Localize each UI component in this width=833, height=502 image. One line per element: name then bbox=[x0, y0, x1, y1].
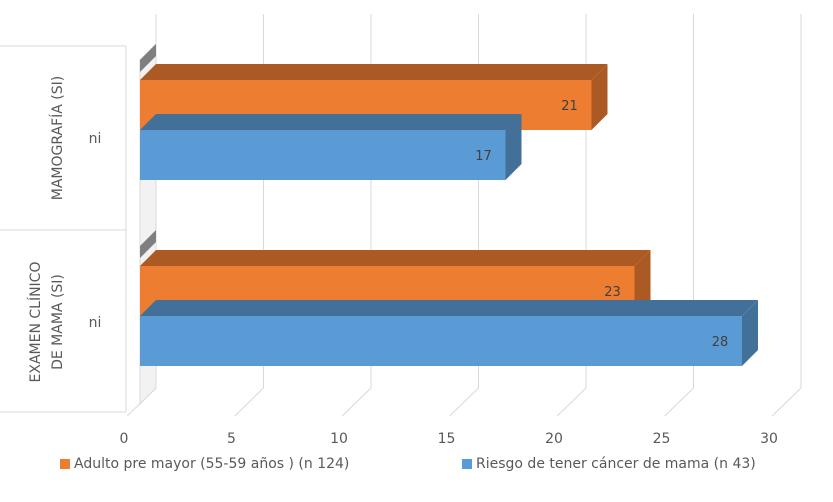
left-wall-shade-mid bbox=[140, 230, 156, 258]
bar-top-0-1 bbox=[140, 250, 651, 266]
x-tick-label-15: 15 bbox=[438, 431, 456, 447]
x-tick-label-10: 10 bbox=[330, 431, 348, 447]
left-wall-shade-top bbox=[140, 44, 156, 72]
legend-item-riesgo: Riesgo de tener cáncer de mama (n 43) bbox=[462, 456, 756, 472]
legend-label-riesgo: Riesgo de tener cáncer de mama (n 43) bbox=[476, 456, 756, 472]
category-sublabel-0: ni bbox=[89, 131, 102, 147]
legend-swatch-riesgo bbox=[462, 459, 472, 469]
legend-swatch-adulto bbox=[60, 459, 70, 469]
bar-top-1-0 bbox=[140, 114, 522, 130]
x-tick-label-0: 0 bbox=[120, 431, 129, 447]
category-sublabel-1: ni bbox=[89, 315, 102, 331]
data-label-0-0: 21 bbox=[561, 99, 578, 114]
x-tick-label-25: 25 bbox=[653, 431, 671, 447]
data-label-0-1: 23 bbox=[604, 285, 621, 300]
gridline-floor bbox=[449, 387, 479, 417]
gridline-floor bbox=[664, 387, 694, 417]
legend: Adulto pre mayor (55-59 años ) (n 124) R… bbox=[0, 456, 833, 486]
category-label-0: MAMOGRAFÍA (SI) bbox=[49, 76, 66, 201]
gridline-floor bbox=[234, 387, 264, 417]
gridline-floor bbox=[556, 387, 587, 417]
bar-side-1-1 bbox=[742, 300, 758, 366]
x-tick-label-5: 5 bbox=[227, 431, 236, 447]
category-label-1-line2: DE MAMA (SI) bbox=[50, 274, 66, 370]
data-label-1-0: 17 bbox=[475, 149, 492, 164]
bar-top-0-0 bbox=[140, 64, 608, 80]
data-label-1-1: 28 bbox=[712, 335, 729, 350]
bar-1-1 bbox=[140, 316, 742, 366]
x-tick-label-20: 20 bbox=[545, 431, 563, 447]
bar-side-1-0 bbox=[505, 114, 522, 180]
bar-side-0-0 bbox=[591, 64, 608, 130]
gridline-floor bbox=[771, 387, 802, 417]
gridline-floor bbox=[341, 387, 372, 417]
bar-side-0-1 bbox=[634, 250, 651, 316]
legend-item-adulto: Adulto pre mayor (55-59 años ) (n 124) bbox=[60, 456, 349, 472]
category-label-1-line1: EXAMEN CLÍNICO bbox=[27, 262, 44, 383]
legend-label-adulto: Adulto pre mayor (55-59 años ) (n 124) bbox=[74, 456, 350, 472]
bar-1-0 bbox=[140, 130, 506, 180]
x-tick-label-30: 30 bbox=[760, 431, 778, 447]
bar-top-1-1 bbox=[140, 300, 758, 316]
